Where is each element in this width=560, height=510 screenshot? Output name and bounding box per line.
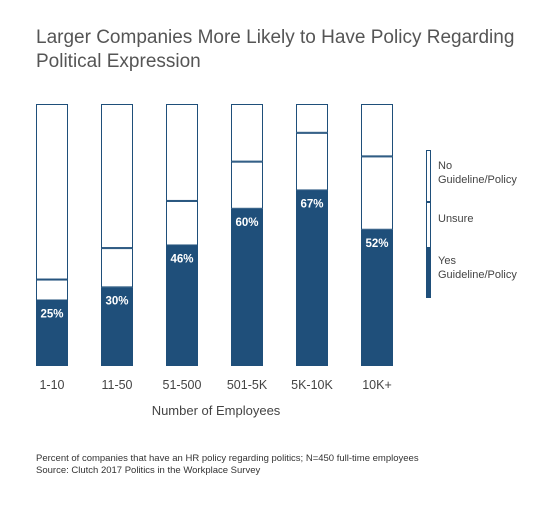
legend-swatch-1 xyxy=(426,202,431,248)
chart-title: Larger Companies More Likely to Have Pol… xyxy=(36,26,536,74)
bar-segment-yes-0 xyxy=(36,300,68,366)
x-tick-label-5: 10K+ xyxy=(362,378,392,392)
x-tick-label-3: 501-5K xyxy=(227,378,268,392)
bar-segment-unsure-2 xyxy=(166,200,198,246)
data-label-4: 67% xyxy=(300,198,323,210)
legend-label-line1-1: Unsure xyxy=(438,213,474,225)
x-tick-label-4: 5K-10K xyxy=(291,378,333,392)
bar-segment-no-1 xyxy=(101,104,133,249)
chart-title-line1: Larger Companies More Likely to Have Pol… xyxy=(36,27,515,48)
chart-title-line2: Political Expression xyxy=(36,51,201,72)
data-label-5: 52% xyxy=(365,238,388,250)
legend-label-line2-2: Guideline/Policy xyxy=(438,269,517,281)
bar-segment-unsure-0 xyxy=(36,279,68,301)
bar-segment-yes-4 xyxy=(296,190,328,366)
footnote-source: Source: Clutch 2017 Politics in the Work… xyxy=(36,465,261,476)
legend-label-line1-2: Yes xyxy=(438,255,456,267)
legend-label-1: Unsure xyxy=(438,212,553,226)
stacked-bar-chart: 25% 1-10 30% 11-50 46% 51-500 60% 501-5K 67% 5K-1… xyxy=(36,104,393,418)
bar-segment-unsure-1 xyxy=(101,248,133,288)
legend-swatch-0 xyxy=(426,150,431,202)
data-label-2: 46% xyxy=(170,253,193,265)
legend-label-line1-0: No xyxy=(438,160,453,172)
legend-swatch-2 xyxy=(426,248,431,298)
bar-segment-no-4 xyxy=(296,104,328,133)
bar-segment-no-5 xyxy=(361,104,393,157)
data-label-3: 60% xyxy=(235,217,258,229)
bar-segment-yes-1 xyxy=(101,287,133,366)
bar-segment-unsure-5 xyxy=(361,156,393,230)
legend-label-2: Yes Guideline/Policy xyxy=(438,254,553,282)
data-label-1: 30% xyxy=(105,295,128,307)
bar-segment-yes-3 xyxy=(231,208,263,366)
bar-segment-no-3 xyxy=(231,104,263,162)
bar-segment-yes-2 xyxy=(166,245,198,366)
x-tick-label-2: 51-500 xyxy=(163,378,202,392)
x-tick-label-0: 1-10 xyxy=(39,378,64,392)
bar-segment-yes-5 xyxy=(361,229,393,366)
data-label-0: 25% xyxy=(40,309,63,321)
bar-segment-no-0 xyxy=(36,104,68,280)
x-tick-label-1: 11-50 xyxy=(101,378,132,392)
bar-segment-no-2 xyxy=(166,104,198,201)
bar-segment-unsure-4 xyxy=(296,132,328,191)
x-axis-title: Number of Employees xyxy=(152,403,281,418)
legend-label-0: No Guideline/Policy xyxy=(438,159,553,187)
chart-footnote: Percent of companies that have an HR pol… xyxy=(36,453,419,477)
legend-label-line2-0: Guideline/Policy xyxy=(438,174,517,186)
bar-segment-unsure-3 xyxy=(231,161,263,209)
footnote-line1: Percent of companies that have an HR pol… xyxy=(36,453,419,464)
